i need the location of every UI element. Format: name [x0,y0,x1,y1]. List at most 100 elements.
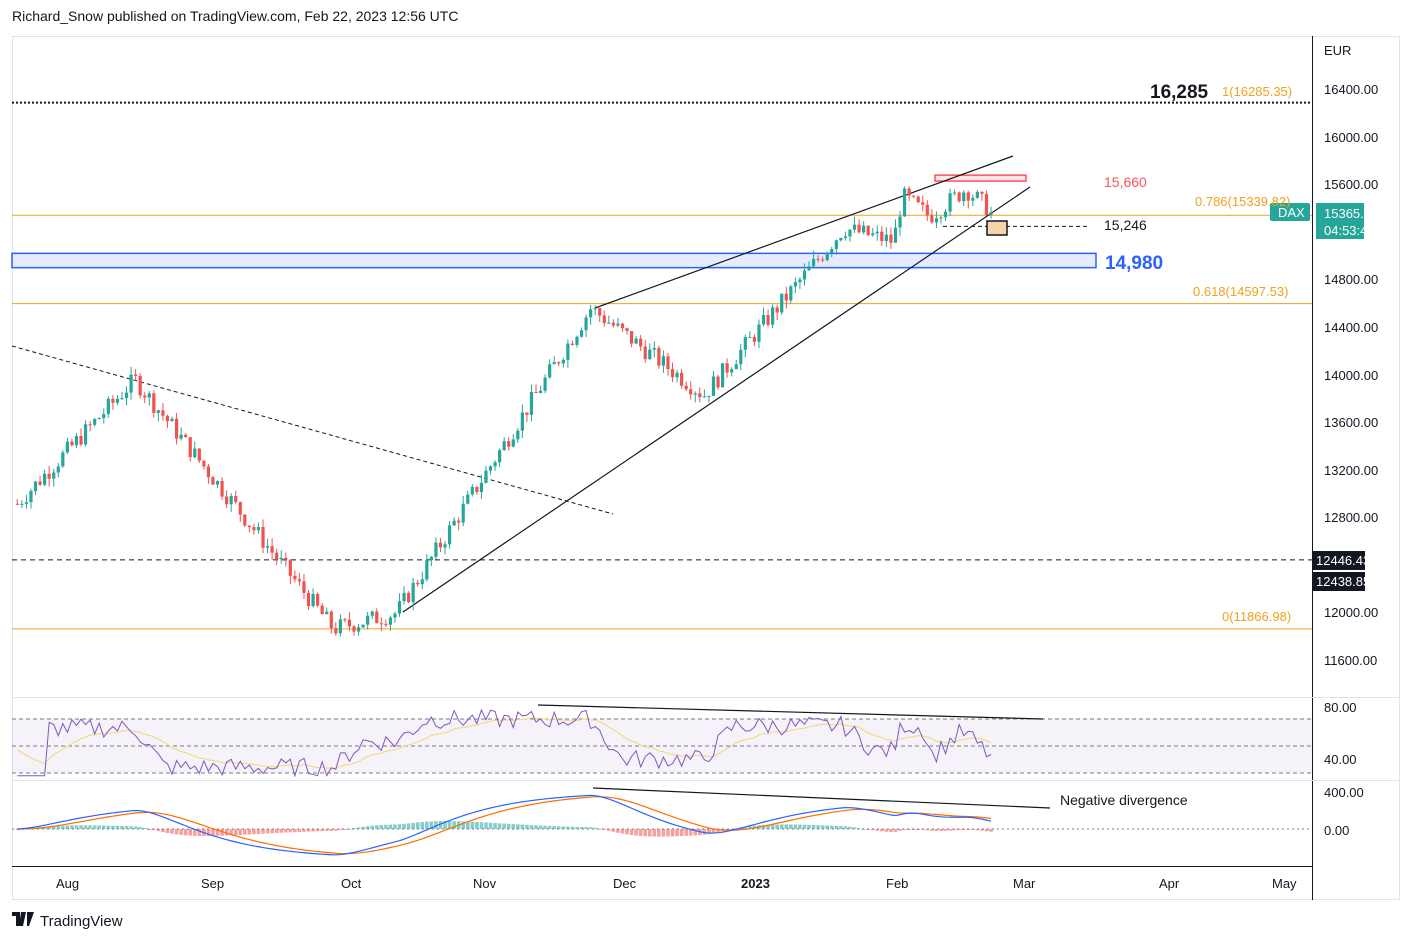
macd-histogram-bar [138,827,142,829]
candle-body [83,424,88,445]
candle-body [784,293,788,301]
candle-body [329,611,333,629]
candle-body [325,611,329,615]
macd-histogram-bar [684,829,688,836]
candle-body [520,412,524,431]
macd-histogram-bar [488,822,493,829]
candle-body [366,615,370,625]
candle-body [602,315,606,324]
candle-body [452,520,456,526]
candle-body [680,372,684,386]
rising-wedge-resistance-line [594,155,1014,309]
rsi-tick: 40.00 [1324,752,1357,767]
candle-body [775,307,779,313]
candle-body [771,307,775,325]
dax-symbol-badge [1270,203,1310,221]
macd-histogram-bar [597,828,602,830]
macd-histogram-bar [616,829,620,833]
macd-histogram-bar [702,829,707,835]
macd-histogram-bar [716,829,720,833]
countdown-value: 04:53:49 [1324,223,1375,238]
candle-body [720,363,725,388]
candle-body [966,192,970,201]
tradingview-footer[interactable]: TradingView [12,912,123,931]
macd-histogram-bar [343,829,347,830]
macd-histogram-bar [497,823,502,829]
macd-histogram-bar [898,829,902,831]
macd-histogram-bar [506,823,511,829]
candle-body [953,192,957,194]
candle-body [507,441,511,447]
candle-body [661,356,666,366]
macd-histogram-bar [384,824,388,829]
macd-histogram-bar [566,826,570,829]
macd-histogram-bar [907,829,911,830]
price-tick: 16000.00 [1324,130,1378,145]
candle-body [174,418,179,439]
macd-histogram-bar [92,825,97,829]
candle-body [739,349,743,365]
candle-body [352,626,356,632]
macd-histogram-bar [611,829,616,832]
macd-histogram-bar [843,826,848,829]
descending-trendline [11,345,614,515]
candle-body [730,369,734,373]
candle-body [466,494,470,504]
macd-histogram-bar [411,822,415,829]
candle-body [375,611,379,624]
macd-histogram-bar [306,829,311,832]
macd-histogram-bar [670,829,675,837]
macd-histogram-bar [352,828,356,830]
candle-body [361,624,365,628]
macd-histogram-bar [247,829,252,835]
macd-histogram-bar [47,826,51,829]
candle-body [552,362,556,365]
macd-histogram-bar [816,825,820,829]
macd-histogram-bar [393,824,397,829]
candle-body [47,473,51,479]
time-label: Feb [886,876,908,891]
macd-histogram-bar [661,829,666,837]
candle-body [834,240,838,250]
level-b-badge [1313,572,1365,591]
resistance-15660-label: 15,660 [1104,174,1147,190]
candle-body [589,309,593,318]
candle-body [220,481,224,497]
candle-body [725,363,729,373]
candle-body [802,270,807,280]
level-a-badge [1313,551,1365,570]
candle-body [370,611,374,616]
macd-histogram-bar [215,829,220,836]
time-label: Oct [341,876,362,891]
candle-body [761,315,766,325]
macd-histogram-bar [279,829,284,833]
candle-body [702,396,706,398]
candle-body [270,546,274,553]
candle-body [957,192,961,202]
macd-histogram-bar [302,829,306,832]
macd-histogram-bar [989,829,993,832]
macd-histogram-bar [238,829,243,835]
support-15246-label: 15,246 [1104,217,1147,233]
macd-histogram-bar [852,827,857,829]
candle-body [297,579,302,582]
candle-body [284,557,288,560]
candle-body [475,486,479,493]
candle-body [402,592,406,602]
rsi-pane [12,704,1312,778]
candle-body [343,619,347,621]
candle-body [843,236,848,238]
time-label: 2023 [741,876,770,891]
candle-body [129,374,133,393]
macd-histogram-bar [547,825,552,829]
candle-body [338,619,342,634]
candle-body [511,439,515,447]
candle-body [265,546,270,548]
macd-histogram-bar [283,829,288,833]
trend-lines [11,155,1031,613]
candle-body [347,619,352,627]
fib-786-label: 0.786(15339.82) [1195,194,1290,209]
candle-body [120,398,124,400]
price-tick: 14800.00 [1324,272,1378,287]
